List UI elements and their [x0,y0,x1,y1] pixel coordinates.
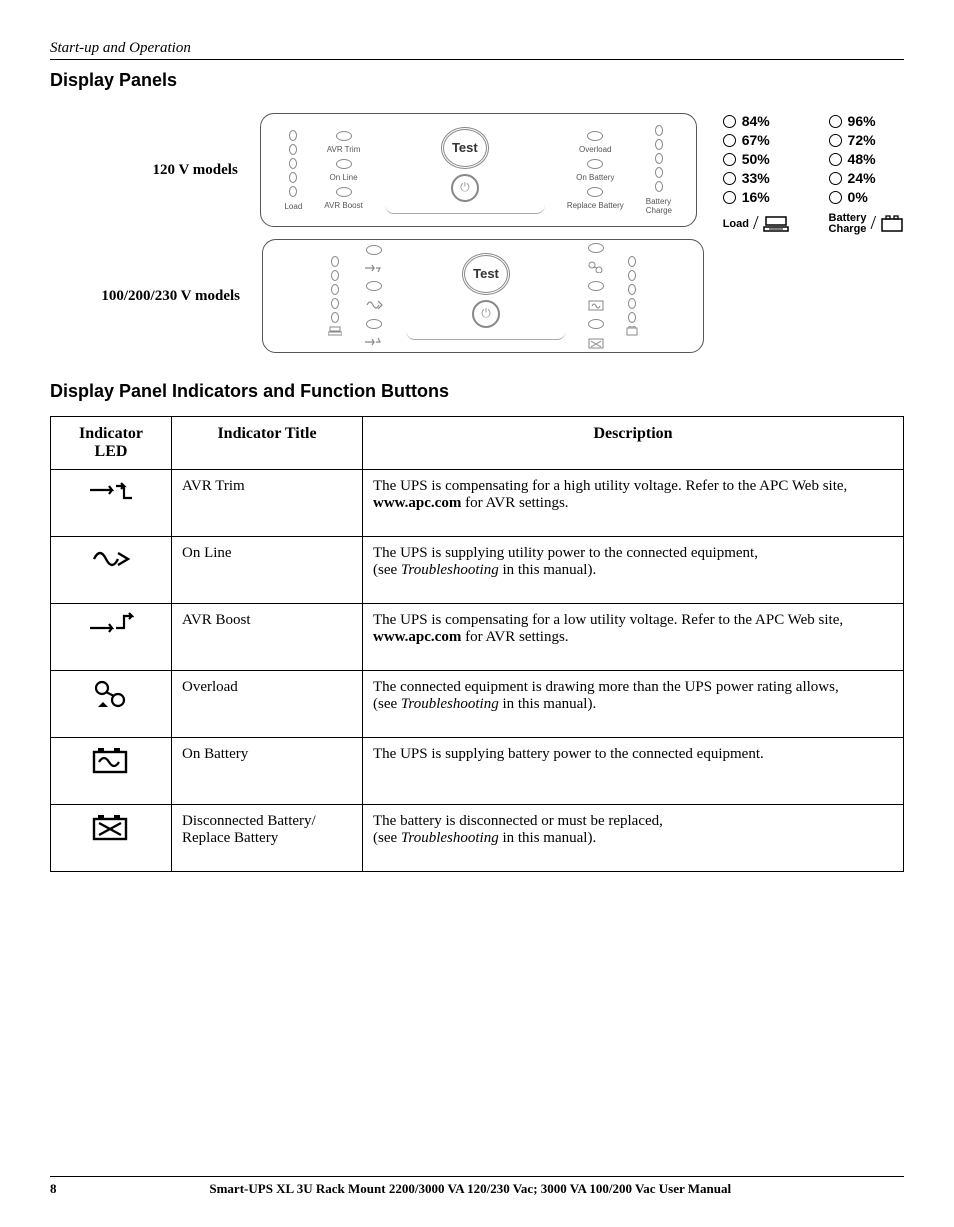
section-indicators: Display Panel Indicators and Function Bu… [50,381,904,402]
avr-boost-icon [51,604,172,671]
display-panels-figure: 120 V models Load AVR Trim On Line AVR B… [50,105,904,353]
charge-leds: Battery Charge [646,125,672,215]
on-line-icon [364,299,384,311]
indicator-title: AVR Trim [172,470,363,537]
indicator-title: Disconnected Battery/ Replace Battery [172,805,363,872]
panel-100-200-230v: Test ⏻ [262,239,704,353]
on-battery-icon [588,299,604,311]
replace-battery-icon [588,337,604,349]
table-row: AVR Trim The UPS is compensating for a h… [51,470,904,537]
power-button-icon: ⏻ [472,300,500,328]
battery-icon [626,326,638,336]
col-header-title: Indicator Title [172,417,363,470]
table-row: AVR Boost The UPS is compensating for a … [51,604,904,671]
indicator-description: The battery is disconnected or must be r… [363,805,904,872]
test-button: Test [441,127,489,169]
table-row: Disconnected Battery/ Replace Battery Th… [51,805,904,872]
indicator-description: The connected equipment is drawing more … [363,671,904,738]
avr-trim-icon [364,263,384,273]
indicator-title: On Line [172,537,363,604]
table-row: On Battery The UPS is supplying battery … [51,738,904,805]
model-label-100-200-230v: 100/200/230 V models [50,288,246,305]
indicator-description: The UPS is supplying utility power to th… [363,537,904,604]
power-button-icon: ⏻ [451,174,479,202]
overload-icon [588,261,604,273]
footer-title: Smart-UPS XL 3U Rack Mount 2200/3000 VA … [57,1181,885,1197]
model-label-120v: 120 V models [50,162,244,179]
indicator-title: On Battery [172,738,363,805]
indicator-title: Overload [172,671,363,738]
table-row: On Line The UPS is supplying utility pow… [51,537,904,604]
indicator-title: AVR Boost [172,604,363,671]
replace-battery-icon [51,805,172,872]
page-footer: 8 Smart-UPS XL 3U Rack Mount 2200/3000 V… [50,1176,904,1197]
load-icon [328,326,342,336]
indicator-description: The UPS is supplying battery power to th… [363,738,904,805]
test-button: Test [462,253,510,295]
load-icon [763,215,789,233]
on-line-icon [51,537,172,604]
running-header: Start-up and Operation [50,40,904,60]
indicator-description: The UPS is compensating for a high utili… [363,470,904,537]
indicators-table: Indicator LED Indicator Title Descriptio… [50,416,904,872]
table-row: Overload The connected equipment is draw… [51,671,904,738]
overload-icon [51,671,172,738]
section-display-panels: Display Panels [50,70,904,91]
col-header-led: Indicator LED [51,417,172,470]
avr-boost-icon [364,337,384,347]
panel-120v: Load AVR Trim On Line AVR Boost Test ⏻ O… [260,113,697,227]
col-header-description: Description [363,417,904,470]
indicator-description: The UPS is compensating for a low utilit… [363,604,904,671]
load-leds: Load [284,130,302,211]
on-battery-icon [51,738,172,805]
battery-icon [880,215,904,233]
percentage-legend: 84% 67% 50% 33% 16% Load / 96% 72% 48% 2… [713,105,904,235]
avr-trim-icon [51,470,172,537]
